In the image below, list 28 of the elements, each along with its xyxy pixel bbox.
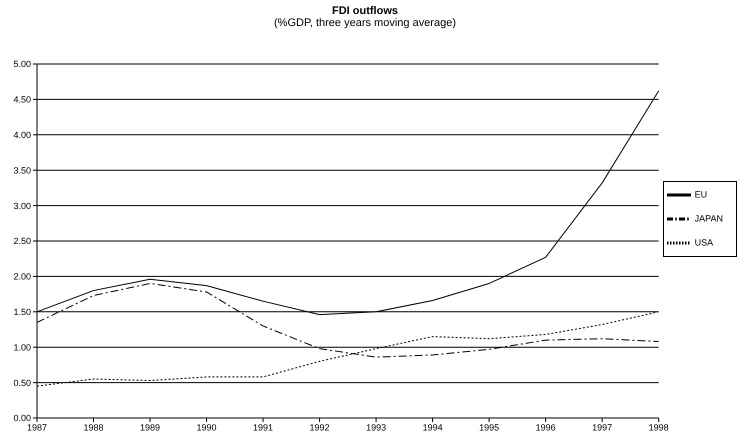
x-tick-label: 1990 xyxy=(196,422,217,432)
chart-subtitle: (%GDP, three years moving average) xyxy=(273,17,457,29)
x-tick-label: 1997 xyxy=(592,422,612,432)
legend-label: JAPAN xyxy=(694,213,723,224)
y-tick-label: 0.00 xyxy=(13,413,31,424)
y-tick-label: 0.50 xyxy=(13,378,31,388)
x-tick-label: 1994 xyxy=(422,422,443,432)
y-tick-label: 1.00 xyxy=(13,342,31,352)
y-tick-label: 4.50 xyxy=(13,94,31,105)
legend-label: EU xyxy=(694,189,708,200)
y-tick-label: 5.00 xyxy=(13,59,31,70)
x-tick-label: 1988 xyxy=(84,422,104,432)
legend-label: USA xyxy=(694,237,714,248)
x-tick-label: 1995 xyxy=(479,422,500,432)
x-tick-label: 1989 xyxy=(140,422,160,432)
x-tick-label: 1993 xyxy=(366,422,386,432)
y-tick-label: 4.00 xyxy=(13,130,31,140)
x-tick-label: 1998 xyxy=(648,422,669,432)
x-tick-label: 1996 xyxy=(536,422,556,432)
y-tick-label: 2.50 xyxy=(13,236,31,246)
y-tick-label: 3.50 xyxy=(13,165,31,176)
y-tick-label: 3.00 xyxy=(13,200,31,211)
chart-title: FDI outflows xyxy=(331,5,399,17)
y-tick-label: 1.50 xyxy=(13,306,31,317)
y-tick-label: 2.00 xyxy=(13,272,31,282)
x-tick-label: 1991 xyxy=(253,422,274,432)
x-tick-label: 1987 xyxy=(26,422,48,432)
x-tick-label: 1992 xyxy=(310,422,330,432)
